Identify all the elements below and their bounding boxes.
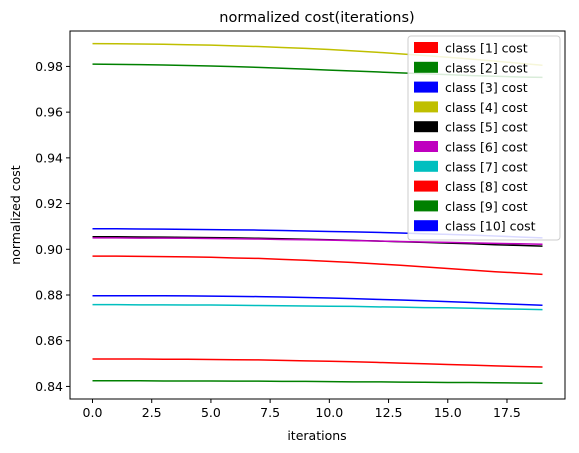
legend-swatch xyxy=(414,81,438,93)
legend-label: class [8] cost xyxy=(445,179,528,194)
x-tick-label: 7.5 xyxy=(260,405,280,420)
y-tick-label: 0.92 xyxy=(35,196,63,211)
legend-swatch xyxy=(414,121,438,133)
legend-label: class [5] cost xyxy=(445,120,528,135)
legend-swatch xyxy=(414,180,438,192)
series-line-class-6 xyxy=(92,237,543,246)
legend-swatch xyxy=(414,160,438,172)
x-tick-label: 2.5 xyxy=(142,405,162,420)
x-tick-label: 17.5 xyxy=(493,405,521,420)
y-tick-label: 0.94 xyxy=(35,150,63,165)
plot-frame xyxy=(69,30,566,400)
x-tick-label: 12.5 xyxy=(375,405,403,420)
legend-swatch xyxy=(414,42,438,53)
x-tick-label: 15.0 xyxy=(434,405,462,420)
y-tick-label: 0.90 xyxy=(35,242,63,257)
y-tick-label: 0.86 xyxy=(35,333,63,348)
legend-label: class [4] cost xyxy=(445,100,528,115)
legend-label: class [2] cost xyxy=(445,60,528,75)
y-tick-label: 0.84 xyxy=(35,379,63,394)
y-tick-label: 0.98 xyxy=(35,59,63,74)
y-tick-label: 0.96 xyxy=(35,105,63,120)
series-line-class-1 xyxy=(92,255,543,276)
legend-label: class [1] cost xyxy=(445,41,528,56)
series-line-class-7 xyxy=(92,303,543,311)
y-axis-label: normalized cost xyxy=(8,165,23,264)
legend-swatch xyxy=(414,61,438,73)
series-line-class-8 xyxy=(92,358,543,368)
series-line-class-10 xyxy=(92,294,543,307)
x-axis: 0.0 2.5 5.0 7.5 10.0 12.5 15.0 17.5 xyxy=(83,399,521,420)
x-tick-label: 10.0 xyxy=(315,405,343,420)
x-tick-label: 0.0 xyxy=(83,405,103,420)
y-tick-label: 0.88 xyxy=(35,288,63,303)
legend-swatch xyxy=(414,101,438,113)
legend: class [1] cost class [2] cost class [3] co… xyxy=(407,35,561,241)
legend-label: class [10] cost xyxy=(445,219,536,234)
x-axis-label: iterations xyxy=(287,428,346,443)
chart-title: normalized cost(iterations) xyxy=(219,10,414,26)
legend-label: class [7] cost xyxy=(445,159,528,174)
y-axis: 0.84 0.86 0.88 0.90 0.92 0.94 0.96 0.98 xyxy=(35,59,70,394)
legend-swatch xyxy=(414,200,438,212)
legend-swatch xyxy=(414,141,438,152)
legend-swatch xyxy=(414,220,438,232)
legend-label: class [6] cost xyxy=(445,140,528,155)
legend-label: class [9] cost xyxy=(445,199,528,214)
legend-box xyxy=(407,35,561,241)
x-tick-label: 5.0 xyxy=(201,405,221,420)
legend-label: class [3] cost xyxy=(445,80,528,95)
series-line-class-9 xyxy=(92,379,543,384)
